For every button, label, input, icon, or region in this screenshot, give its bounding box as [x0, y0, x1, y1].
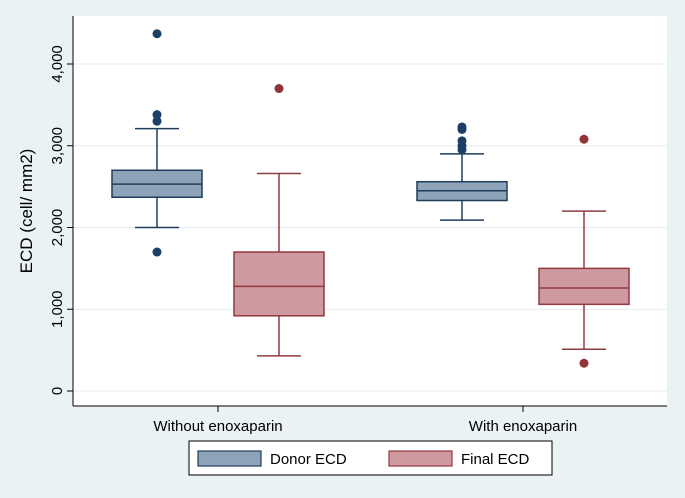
y-tick-label: 4,000: [49, 45, 66, 83]
box-donor-with: [416, 122, 508, 221]
box-final-with: [538, 134, 630, 368]
outlier-point: [152, 116, 162, 126]
box-final-without: [233, 84, 325, 357]
y-tick-label: 2,000: [49, 209, 66, 247]
x-tick-label: With enoxaparin: [469, 418, 577, 435]
y-tick-label: 1,000: [49, 290, 66, 328]
outlier-point: [152, 247, 162, 257]
outlier-point: [579, 358, 589, 368]
box-iqr: [233, 251, 325, 317]
y-tick-label: 0: [49, 387, 66, 395]
x-axis-ticks: Without enoxaparin With enoxaparin: [153, 406, 577, 435]
outlier-point: [579, 134, 589, 144]
outlier-point: [152, 110, 162, 120]
legend-label: Donor ECD: [270, 451, 347, 468]
y-axis-ticks: 0 1,000 2,000 3,000 4,000: [49, 45, 73, 395]
legend-label: Final ECD: [461, 451, 530, 468]
outlier-point: [274, 84, 284, 94]
box-plots: [111, 29, 630, 368]
box-iqr: [538, 267, 630, 306]
legend-swatch: [388, 450, 453, 467]
outlier-point: [457, 136, 467, 146]
legend-swatch: [197, 450, 262, 467]
outlier-point: [152, 29, 162, 39]
box-donor-without: [111, 29, 203, 257]
y-tick-label: 3,000: [49, 127, 66, 165]
x-tick-label: Without enoxaparin: [153, 418, 282, 435]
y-axis-title: ECD (cell/ mm2): [17, 149, 36, 274]
legend: Donor ECD Final ECD: [188, 440, 553, 476]
outlier-point: [457, 122, 467, 132]
